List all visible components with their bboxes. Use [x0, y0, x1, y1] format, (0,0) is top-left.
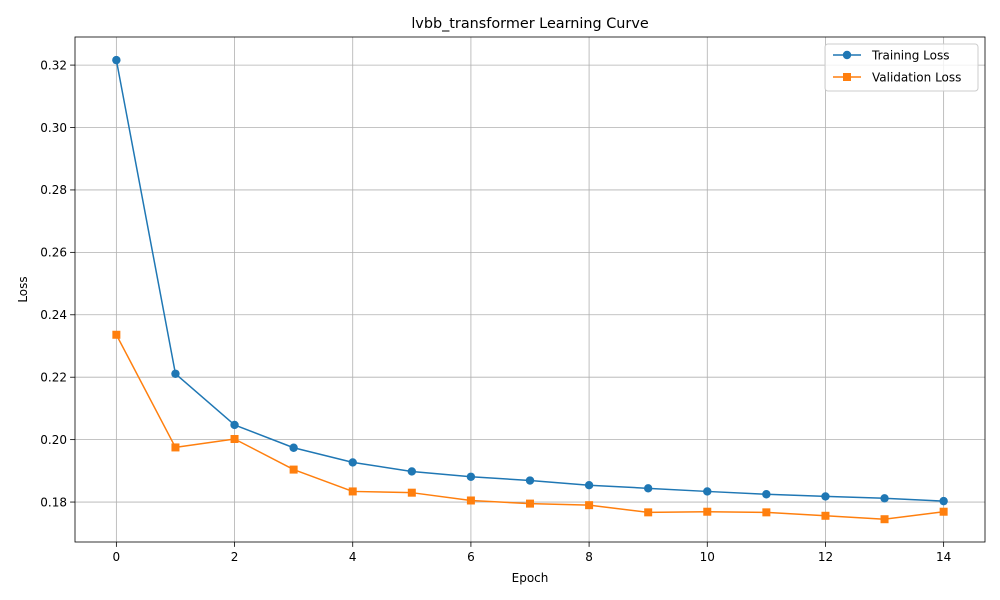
x-tick-label: 8: [585, 550, 593, 564]
data-point: [407, 467, 417, 476]
data-point: [230, 435, 239, 444]
legend: Training Loss Validation Loss: [824, 43, 979, 92]
series-validation-loss: [112, 330, 948, 524]
data-point: [466, 496, 475, 505]
y-tick-label: 0.22: [40, 371, 67, 385]
y-tick-label: 0.32: [40, 58, 67, 72]
data-point: [585, 501, 594, 510]
y-tick-label: 0.20: [40, 433, 67, 447]
data-point: [112, 55, 121, 65]
data-point: [112, 330, 121, 339]
data-point: [584, 480, 594, 490]
x-tick-label: 10: [700, 550, 715, 564]
data-point: [644, 508, 653, 517]
series-training-loss: [112, 55, 948, 506]
x-tick-label: 4: [349, 550, 357, 564]
x-tick-label: 2: [231, 550, 239, 564]
y-axis-label: Loss: [16, 276, 30, 302]
legend-label: Validation Loss: [872, 70, 961, 84]
data-point: [939, 507, 948, 516]
data-point: [466, 472, 476, 481]
x-tick-label: 14: [936, 550, 951, 564]
data-point: [407, 488, 416, 497]
chart-title: lvbb_transformer Learning Curve: [411, 16, 649, 32]
x-tick-label: 0: [113, 550, 121, 564]
x-tick-label: 6: [467, 550, 475, 564]
data-point: [880, 494, 889, 503]
data-point: [348, 487, 357, 496]
y-tick-label: 0.26: [40, 246, 67, 260]
data-point: [880, 515, 889, 524]
data-point: [821, 492, 830, 501]
data-point: [348, 458, 357, 467]
y-tick-label: 0.24: [40, 308, 67, 322]
data-point: [526, 499, 534, 508]
plot-area-frame: [74, 36, 986, 543]
legend-marker: [842, 50, 852, 60]
data-point: [939, 496, 948, 506]
data-point: [525, 476, 535, 485]
legend-marker: [843, 73, 851, 81]
data-point: [171, 443, 180, 452]
y-tick-label: 0.30: [40, 121, 67, 135]
data-point: [643, 484, 653, 493]
data-point: [171, 369, 180, 378]
data-point: [289, 465, 298, 474]
data-point: [289, 443, 298, 452]
x-axis-label: Epoch: [512, 571, 549, 585]
data-point: [762, 508, 771, 517]
data-point: [703, 507, 712, 516]
y-tick-label: 0.28: [40, 183, 67, 197]
data-point: [821, 511, 830, 520]
x-tick-label: 12: [818, 550, 833, 564]
data-point: [703, 487, 712, 496]
legend-box: [824, 43, 979, 92]
axis-ticks: 0 2 4 6 8 10 12 14 0.18 0.20 0.22 0.24 0.26 0.28 0.30 0…: [40, 58, 951, 564]
data-point: [762, 490, 771, 499]
series-layer: [112, 55, 948, 524]
data-point: [230, 420, 239, 430]
grid-lines: [75, 37, 985, 542]
legend-label: Training Loss: [871, 48, 949, 62]
y-tick-label: 0.18: [40, 495, 67, 509]
